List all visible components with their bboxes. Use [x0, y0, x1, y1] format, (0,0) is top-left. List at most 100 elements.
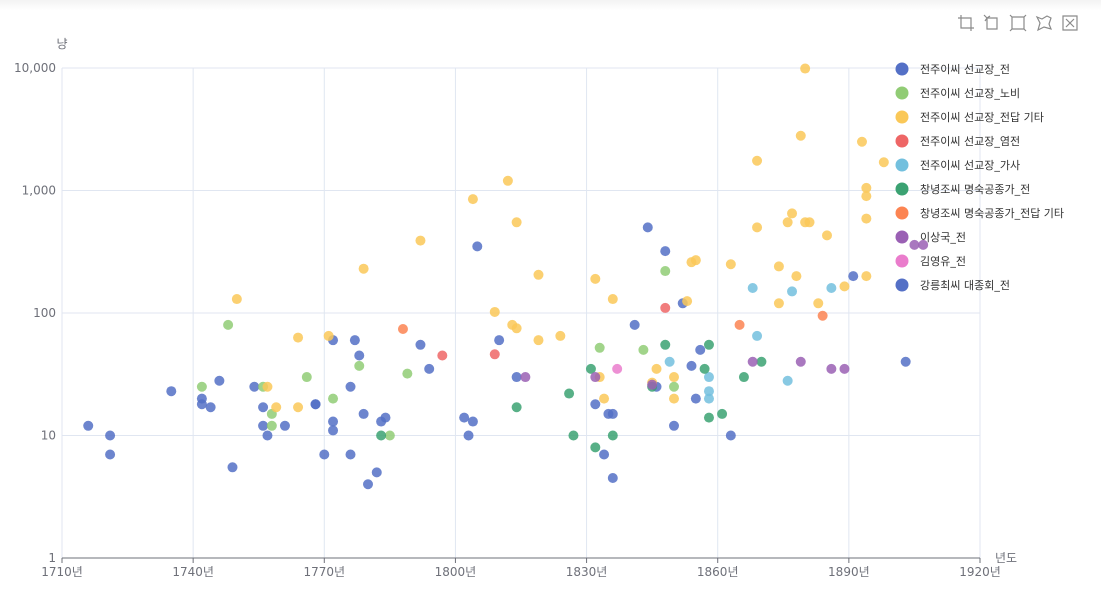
- clear-selection-icon[interactable]: [1061, 14, 1079, 32]
- data-point[interactable]: [328, 393, 339, 404]
- data-point[interactable]: [642, 222, 653, 233]
- data-point[interactable]: [214, 375, 225, 386]
- legend-item[interactable]: 이상국_전: [895, 230, 966, 245]
- legend-item[interactable]: 전주이씨 선교장_염전: [895, 134, 1021, 149]
- data-point[interactable]: [752, 330, 763, 341]
- legend-item[interactable]: 전주이씨 선교장_전: [895, 62, 1010, 77]
- zoom-icon[interactable]: [957, 14, 975, 32]
- data-point[interactable]: [358, 263, 369, 274]
- data-point[interactable]: [472, 241, 483, 252]
- data-point[interactable]: [424, 363, 435, 374]
- data-point[interactable]: [223, 319, 234, 330]
- data-point[interactable]: [738, 372, 749, 383]
- data-point[interactable]: [564, 388, 575, 399]
- data-point[interactable]: [607, 294, 618, 305]
- data-point[interactable]: [279, 420, 290, 431]
- data-point[interactable]: [699, 363, 710, 374]
- legend-item[interactable]: 전주이씨 선교장_전답 기타: [895, 110, 1044, 125]
- data-point[interactable]: [262, 381, 273, 392]
- data-point[interactable]: [590, 442, 601, 453]
- data-point[interactable]: [354, 360, 365, 371]
- data-point[interactable]: [861, 271, 872, 282]
- data-point[interactable]: [629, 319, 640, 330]
- data-point[interactable]: [384, 430, 395, 441]
- data-point[interactable]: [345, 449, 356, 460]
- data-point[interactable]: [437, 350, 448, 361]
- data-point[interactable]: [861, 213, 872, 224]
- data-point[interactable]: [669, 381, 679, 392]
- data-point[interactable]: [900, 356, 911, 367]
- data-point[interactable]: [817, 310, 828, 321]
- legend-item[interactable]: 전주이씨 선교장_가사: [895, 158, 1021, 173]
- data-point[interactable]: [459, 412, 470, 423]
- data-point[interactable]: [795, 130, 806, 141]
- data-point[interactable]: [747, 356, 758, 367]
- data-point[interactable]: [669, 420, 679, 431]
- data-point[interactable]: [660, 246, 671, 257]
- data-point[interactable]: [590, 273, 601, 284]
- data-point[interactable]: [703, 386, 714, 397]
- data-point[interactable]: [669, 372, 679, 383]
- data-point[interactable]: [328, 416, 339, 427]
- data-point[interactable]: [533, 335, 544, 346]
- data-point[interactable]: [638, 344, 649, 355]
- data-point[interactable]: [839, 281, 850, 292]
- data-point[interactable]: [489, 306, 500, 317]
- lasso-icon[interactable]: [1035, 14, 1053, 32]
- data-point[interactable]: [415, 235, 426, 246]
- data-point[interactable]: [594, 342, 605, 353]
- data-point[interactable]: [612, 363, 623, 374]
- data-point[interactable]: [196, 381, 207, 392]
- data-point[interactable]: [782, 375, 793, 386]
- data-point[interactable]: [826, 363, 837, 374]
- data-point[interactable]: [310, 399, 321, 410]
- data-point[interactable]: [660, 266, 671, 277]
- legend-item[interactable]: 강릉최씨 대종회_전: [895, 278, 1010, 293]
- data-point[interactable]: [489, 349, 500, 360]
- data-point[interactable]: [376, 430, 387, 441]
- data-point[interactable]: [822, 230, 832, 241]
- data-point[interactable]: [660, 339, 671, 350]
- data-point[interactable]: [690, 255, 701, 266]
- data-point[interactable]: [105, 449, 116, 460]
- data-point[interactable]: [773, 298, 784, 309]
- data-point[interactable]: [349, 335, 360, 346]
- data-point[interactable]: [271, 402, 282, 413]
- data-point[interactable]: [397, 324, 408, 335]
- data-point[interactable]: [703, 412, 714, 423]
- data-point[interactable]: [782, 217, 793, 228]
- data-point[interactable]: [371, 467, 382, 478]
- data-point[interactable]: [266, 420, 277, 431]
- data-point[interactable]: [669, 393, 679, 404]
- legend-item[interactable]: 전주이씨 선교장_노비: [895, 86, 1021, 101]
- data-point[interactable]: [166, 386, 177, 397]
- data-point[interactable]: [773, 261, 784, 272]
- data-point[interactable]: [585, 363, 596, 374]
- data-point[interactable]: [511, 217, 522, 228]
- data-point[interactable]: [105, 430, 116, 441]
- data-point[interactable]: [664, 356, 675, 367]
- data-point[interactable]: [415, 339, 426, 350]
- data-point[interactable]: [647, 379, 658, 390]
- data-point[interactable]: [826, 282, 837, 293]
- data-point[interactable]: [690, 393, 701, 404]
- data-point[interactable]: [752, 155, 763, 166]
- data-point[interactable]: [319, 449, 330, 460]
- data-point[interactable]: [725, 430, 736, 441]
- data-point[interactable]: [717, 408, 728, 419]
- data-point[interactable]: [323, 330, 334, 341]
- data-point[interactable]: [787, 286, 798, 297]
- data-point[interactable]: [607, 472, 618, 483]
- data-point[interactable]: [363, 479, 373, 490]
- data-point[interactable]: [520, 372, 531, 383]
- data-point[interactable]: [756, 356, 767, 367]
- data-point[interactable]: [293, 332, 304, 343]
- data-point[interactable]: [555, 330, 566, 341]
- data-point[interactable]: [795, 356, 806, 367]
- data-point[interactable]: [800, 63, 811, 74]
- data-point[interactable]: [463, 430, 474, 441]
- data-point[interactable]: [787, 208, 798, 219]
- data-point[interactable]: [703, 372, 714, 383]
- data-point[interactable]: [878, 157, 889, 168]
- data-point[interactable]: [660, 302, 671, 313]
